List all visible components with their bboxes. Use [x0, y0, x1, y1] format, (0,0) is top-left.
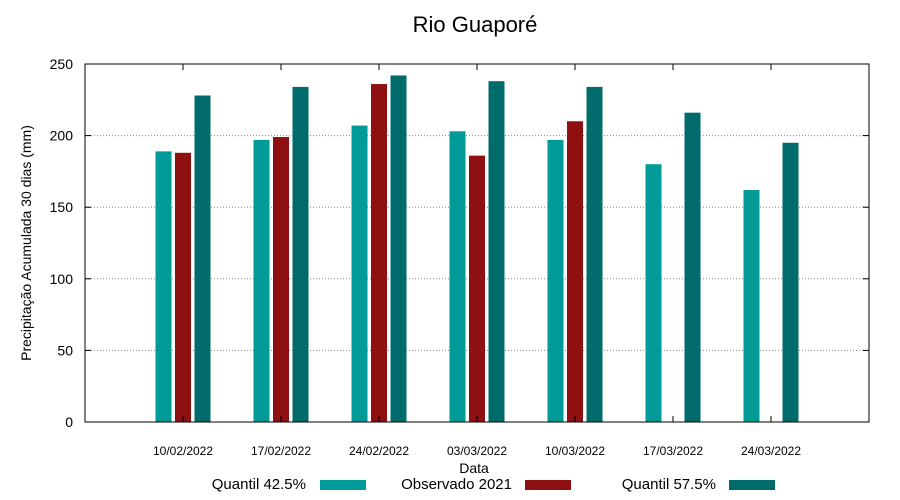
- bar: [155, 151, 172, 423]
- bar: [292, 86, 309, 423]
- y-axis: 0 50 100 150 200 250: [50, 56, 869, 430]
- x-tick-label: 24/03/2022: [741, 444, 801, 458]
- bar: [351, 125, 368, 423]
- bars: [155, 75, 799, 423]
- x-tick-label: 17/03/2022: [643, 444, 703, 458]
- bar: [743, 190, 760, 422]
- bar: [449, 131, 466, 422]
- y-tick-label: 250: [50, 56, 74, 72]
- y-tick-label: 150: [50, 199, 74, 215]
- y-axis-label: Precipitação Acumulada 30 dias (mm): [18, 125, 34, 361]
- y-tick-label: 0: [65, 414, 73, 430]
- bar: [390, 75, 407, 423]
- legend-swatch: [729, 480, 775, 490]
- bar: [645, 164, 662, 423]
- x-tick-label: 24/02/2022: [349, 444, 409, 458]
- bar: [194, 95, 211, 422]
- bar: [567, 121, 583, 422]
- y-tick-label: 200: [50, 128, 74, 144]
- x-axis-label: Data: [459, 460, 489, 476]
- legend-label: Observado 2021: [401, 476, 512, 493]
- chart-title: Rio Guaporé: [413, 12, 538, 37]
- x-axis: 10/02/2022 17/02/2022 24/02/2022 03/03/2022…: [153, 64, 801, 458]
- legend-swatch: [525, 480, 571, 490]
- x-tick-label: 10/02/2022: [153, 444, 213, 458]
- bar: [175, 152, 191, 422]
- legend: Quantil 42.5% Observado 2021 Quantil 57.5%: [212, 476, 775, 493]
- legend-swatch: [320, 480, 366, 490]
- bar: [586, 86, 603, 423]
- bar: [273, 137, 289, 423]
- bar: [488, 81, 505, 423]
- bar: [547, 139, 564, 422]
- bar: [469, 155, 485, 422]
- bar: [684, 112, 701, 423]
- x-tick-label: 17/02/2022: [251, 444, 311, 458]
- bar: [782, 142, 799, 422]
- y-tick-label: 100: [50, 271, 74, 287]
- bar: [371, 84, 387, 422]
- x-tick-label: 10/03/2022: [545, 444, 605, 458]
- y-tick-label: 50: [57, 342, 73, 358]
- legend-label: Quantil 57.5%: [622, 476, 716, 493]
- x-tick-label: 03/03/2022: [447, 444, 507, 458]
- legend-label: Quantil 42.5%: [212, 476, 306, 493]
- bar: [253, 139, 270, 422]
